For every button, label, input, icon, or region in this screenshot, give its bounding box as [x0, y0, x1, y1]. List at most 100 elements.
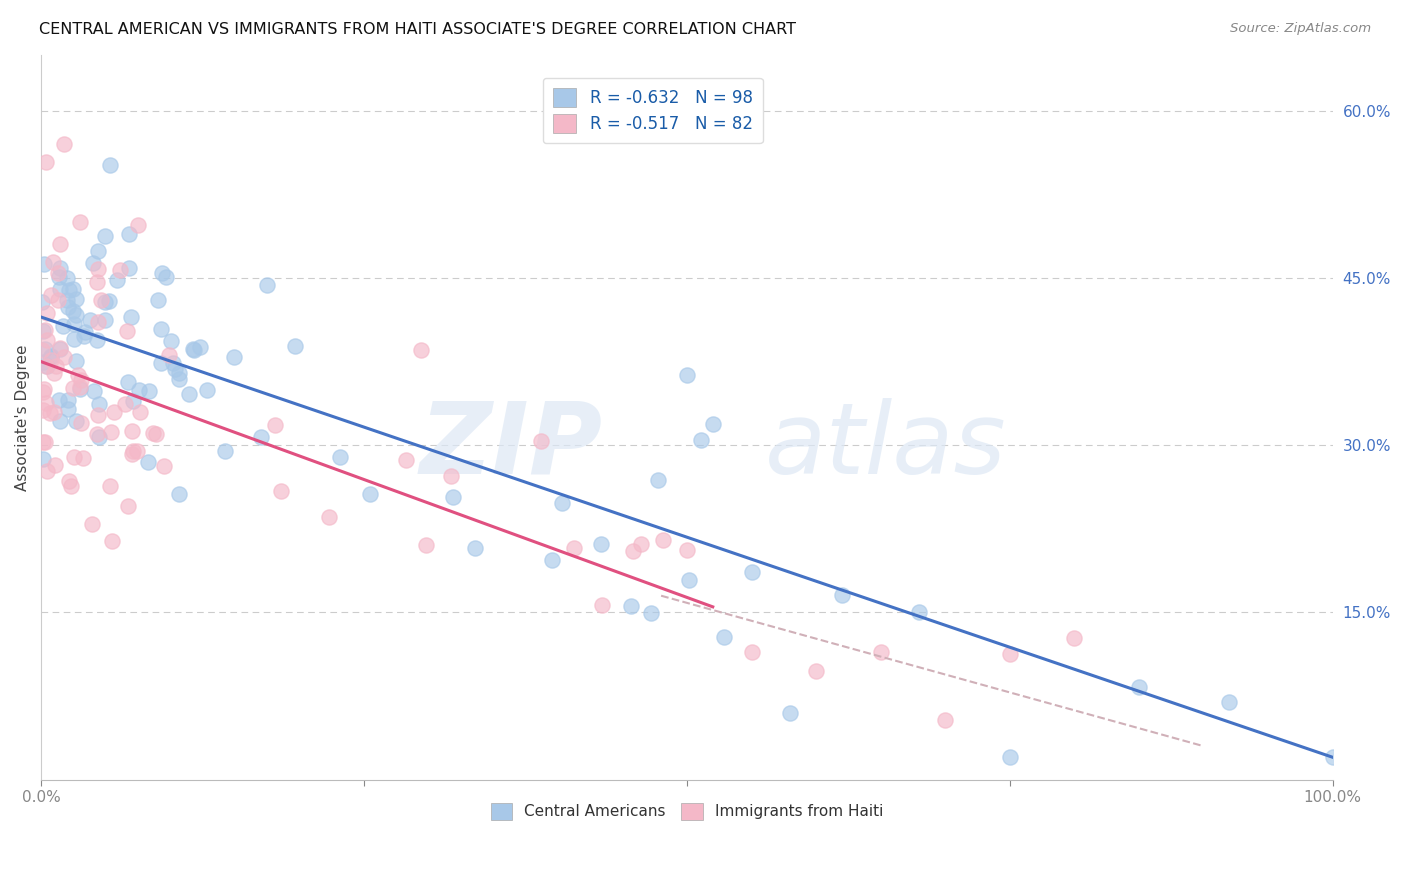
- Point: [415, 538, 437, 552]
- Point: [167, 372, 190, 386]
- Point: [779, 706, 801, 720]
- Point: [150, 266, 173, 280]
- Point: [73, 329, 96, 343]
- Point: [153, 459, 176, 474]
- Point: [63, 332, 86, 346]
- Point: [62, 381, 84, 395]
- Point: [676, 543, 699, 558]
- Point: [160, 334, 183, 348]
- Point: [53, 137, 76, 152]
- Point: [87, 408, 110, 422]
- Point: [630, 536, 652, 550]
- Point: [591, 599, 613, 613]
- Point: [741, 645, 763, 659]
- Point: [105, 273, 128, 287]
- Point: [224, 350, 246, 364]
- Point: [75, 325, 97, 339]
- Point: [49, 414, 72, 428]
- Point: [69, 382, 91, 396]
- Point: [90, 293, 112, 307]
- Point: [56, 271, 79, 285]
- Point: [56, 293, 79, 308]
- Point: [167, 487, 190, 501]
- Point: [94, 228, 117, 243]
- Point: [70, 373, 93, 387]
- Point: [100, 425, 122, 440]
- Point: [65, 414, 87, 428]
- Point: [263, 418, 285, 433]
- Point: [621, 543, 644, 558]
- Point: [35, 333, 58, 347]
- Point: [31, 324, 53, 338]
- Point: [69, 215, 91, 229]
- Point: [121, 425, 143, 439]
- Point: [125, 443, 148, 458]
- Point: [183, 343, 205, 358]
- Point: [34, 257, 56, 271]
- Point: [42, 366, 65, 380]
- Point: [70, 416, 93, 430]
- Point: [118, 227, 141, 242]
- Point: [702, 417, 724, 432]
- Point: [48, 392, 70, 407]
- Point: [34, 434, 56, 449]
- Point: [395, 453, 418, 467]
- Point: [195, 383, 218, 397]
- Point: [359, 487, 381, 501]
- Point: [56, 301, 79, 315]
- Point: [49, 261, 72, 276]
- Point: [82, 256, 104, 270]
- Point: [127, 218, 149, 232]
- Point: [31, 384, 53, 399]
- Point: [249, 430, 271, 444]
- Point: [86, 333, 108, 347]
- Point: [60, 479, 83, 493]
- Point: [214, 443, 236, 458]
- Point: [165, 362, 187, 376]
- Point: [58, 474, 80, 488]
- Legend: Central Americans, Immigrants from Haiti: Central Americans, Immigrants from Haiti: [485, 797, 889, 826]
- Point: [103, 405, 125, 419]
- Point: [804, 665, 827, 679]
- Point: [1063, 632, 1085, 646]
- Text: atlas: atlas: [765, 398, 1007, 495]
- Point: [998, 647, 1021, 661]
- Point: [146, 293, 169, 307]
- Point: [122, 443, 145, 458]
- Text: Source: ZipAtlas.com: Source: ZipAtlas.com: [1230, 22, 1371, 36]
- Point: [31, 434, 53, 449]
- Point: [34, 342, 56, 356]
- Point: [41, 353, 63, 368]
- Point: [647, 473, 669, 487]
- Point: [128, 405, 150, 419]
- Point: [53, 350, 76, 364]
- Point: [62, 450, 84, 464]
- Point: [114, 397, 136, 411]
- Point: [86, 275, 108, 289]
- Point: [49, 343, 72, 357]
- Point: [157, 347, 180, 361]
- Point: [162, 356, 184, 370]
- Point: [690, 434, 713, 448]
- Point: [908, 605, 931, 619]
- Point: [35, 359, 58, 373]
- Point: [58, 283, 80, 297]
- Point: [1218, 695, 1240, 709]
- Point: [620, 599, 643, 614]
- Point: [98, 294, 121, 309]
- Point: [35, 464, 58, 478]
- Point: [409, 343, 432, 358]
- Y-axis label: Associate's Degree: Associate's Degree: [15, 344, 30, 491]
- Point: [117, 499, 139, 513]
- Point: [38, 406, 60, 420]
- Point: [94, 295, 117, 310]
- Point: [46, 266, 69, 280]
- Point: [87, 430, 110, 444]
- Point: [318, 509, 340, 524]
- Point: [42, 254, 65, 268]
- Point: [256, 277, 278, 292]
- Point: [998, 750, 1021, 764]
- Point: [329, 450, 352, 464]
- Point: [49, 282, 72, 296]
- Point: [86, 427, 108, 442]
